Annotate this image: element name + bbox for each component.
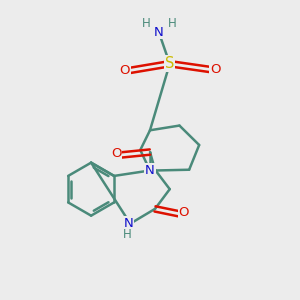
Text: O: O: [120, 64, 130, 77]
Text: O: O: [178, 206, 189, 219]
Text: N: N: [145, 164, 155, 177]
Text: N: N: [154, 26, 164, 39]
Text: S: S: [165, 56, 174, 71]
Text: H: H: [142, 17, 151, 30]
Text: O: O: [210, 63, 220, 76]
Text: H: H: [168, 17, 177, 30]
Text: H: H: [123, 228, 132, 241]
Text: N: N: [124, 217, 134, 230]
Text: O: O: [111, 147, 122, 160]
